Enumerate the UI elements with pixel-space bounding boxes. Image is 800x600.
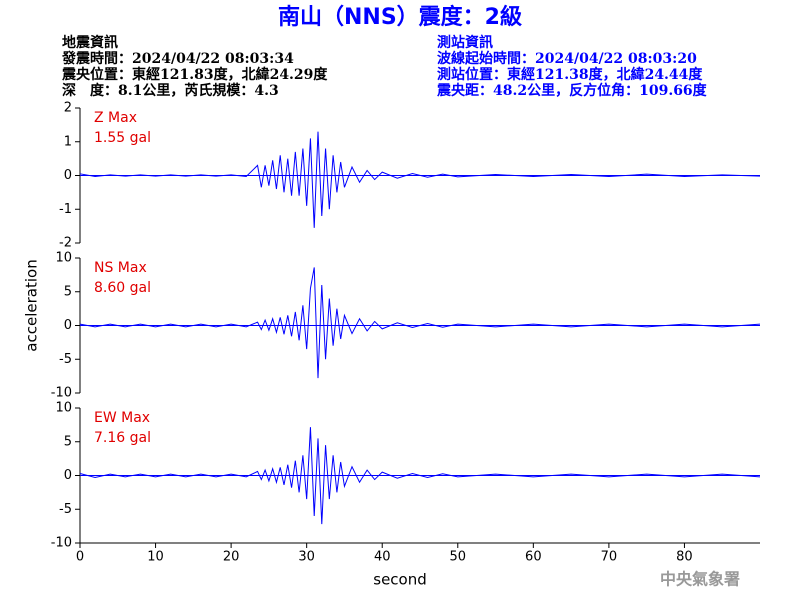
y-tick-label: 5 — [64, 284, 72, 299]
trace — [79, 427, 761, 525]
y-tick-label: 10 — [55, 401, 72, 416]
info-right: 測站位置：東經121.38度，北緯24.44度 — [437, 66, 703, 83]
max-label: 8.60 gal — [94, 280, 151, 296]
x-tick-label: 40 — [374, 550, 391, 565]
max-label: 1.55 gal — [94, 130, 151, 146]
y-tick-label: -10 — [51, 386, 72, 401]
footer: 中央氣象署 — [660, 570, 740, 589]
x-tick-label: 50 — [450, 550, 467, 565]
info-left: 發震時間：2024/04/22 08:03:34 — [61, 50, 294, 67]
max-label: EW Max — [94, 410, 150, 426]
y-tick-label: -10 — [51, 536, 72, 551]
x-tick-label: 80 — [676, 550, 693, 565]
y-tick-label: -5 — [59, 502, 72, 517]
info-left: 地震資訊 — [62, 34, 118, 51]
x-tick-label: 70 — [601, 550, 618, 565]
max-label: Z Max — [94, 110, 137, 126]
info-left: 深 度：8.1公里，芮氏規模：4.3 — [62, 82, 279, 99]
x-tick-label: 0 — [76, 550, 84, 565]
x-tick-label: 60 — [525, 550, 542, 565]
max-label: NS Max — [94, 260, 147, 276]
y-tick-label: -2 — [59, 236, 72, 251]
x-tick-label: 30 — [298, 550, 315, 565]
info-right: 測站資訊 — [437, 34, 493, 51]
y-axis-label: acceleration — [23, 259, 41, 351]
y-tick-label: 0 — [64, 318, 72, 333]
info-right: 波線起始時間：2024/04/22 08:03:20 — [437, 50, 697, 67]
x-axis-label: second — [373, 571, 427, 589]
y-tick-label: 5 — [64, 434, 72, 449]
info-left: 震央位置：東經121.83度，北緯24.29度 — [61, 66, 328, 83]
y-tick-label: -1 — [59, 202, 72, 217]
y-tick-label: -5 — [59, 352, 72, 367]
x-tick-label: 10 — [147, 550, 164, 565]
y-tick-label: 1 — [64, 134, 72, 149]
x-tick-label: 20 — [223, 550, 240, 565]
y-tick-label: 0 — [64, 168, 72, 183]
trace — [79, 267, 761, 379]
max-label: 7.16 gal — [94, 430, 151, 446]
info-right: 震央距：48.2公里，反方位角：109.66度 — [436, 82, 708, 99]
y-tick-label: 0 — [64, 468, 72, 483]
y-tick-label: 2 — [64, 101, 72, 116]
title: 南山（NNS）震度：2級 — [278, 4, 522, 30]
y-tick-label: 10 — [55, 251, 72, 266]
trace — [79, 131, 761, 228]
